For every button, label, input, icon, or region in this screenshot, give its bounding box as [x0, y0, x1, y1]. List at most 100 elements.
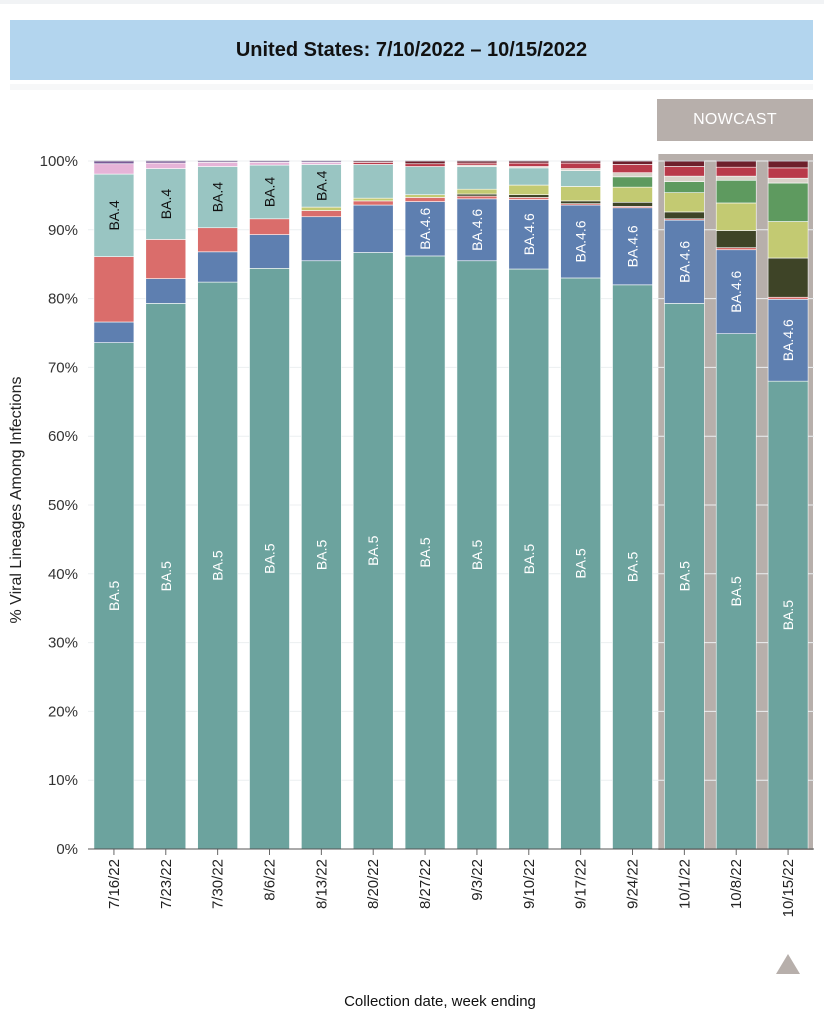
bar-segment — [197, 227, 238, 253]
bar-segment — [197, 162, 238, 167]
y-tick-label: 80% — [48, 291, 78, 308]
bar-segment — [456, 188, 498, 195]
x-tick-label: 8/27/22 — [417, 859, 434, 909]
y-tick-label: 60% — [48, 428, 78, 445]
bar-segment — [456, 193, 498, 197]
x-tick-label: 10/15/22 — [780, 859, 797, 917]
bar-segment — [612, 164, 653, 173]
segment-label: BA.4 — [313, 170, 329, 201]
scroll-up-button[interactable] — [774, 952, 802, 976]
bar-segment — [301, 162, 342, 165]
bar-segment — [352, 252, 394, 850]
bar-segment — [715, 175, 757, 181]
segment-label: BA.5 — [417, 537, 433, 568]
x-tick-label: 8/20/22 — [365, 859, 382, 909]
x-tick-label: 7/30/22 — [210, 859, 227, 909]
title-divider — [10, 84, 813, 90]
bar-segment — [664, 303, 705, 850]
segment-label: BA.4.6 — [573, 220, 589, 262]
bar-segment — [664, 181, 705, 193]
top-strip — [0, 0, 824, 4]
bar-segment — [715, 333, 757, 850]
bar-segment — [301, 210, 342, 218]
x-tick-label: 9/17/22 — [573, 859, 590, 909]
segment-label: BA.5 — [469, 539, 485, 570]
y-tick-label: 90% — [48, 222, 78, 239]
bar-segment — [715, 249, 757, 334]
bar-segment — [612, 186, 653, 203]
segment-label: BA.4.6 — [521, 213, 537, 255]
bar-segment — [404, 163, 446, 167]
bar-segment — [612, 160, 653, 165]
segment-label: BA.5 — [573, 548, 589, 579]
bar-segment — [560, 200, 601, 204]
bar-segment — [767, 221, 809, 259]
bar-segment — [404, 194, 446, 198]
bar-segment — [301, 260, 342, 850]
segment-label: BA.4 — [262, 177, 278, 208]
bar-segment — [197, 166, 238, 229]
x-tick-label: 8/13/22 — [313, 859, 330, 909]
segment-label: BA.5 — [780, 600, 796, 631]
bar-segment — [560, 168, 601, 171]
bar-segment — [560, 162, 601, 169]
bar-segment — [560, 186, 601, 202]
segment-label: BA.4.6 — [728, 270, 744, 312]
bar-segment — [93, 342, 135, 850]
bar-segment — [767, 182, 809, 222]
bar-segment — [145, 162, 187, 169]
x-tick-label: 9/10/22 — [521, 859, 538, 909]
x-tick-label: 8/6/22 — [262, 859, 279, 901]
y-tick-label: 20% — [48, 703, 78, 720]
bar-segment — [145, 278, 187, 304]
bar-segment — [508, 194, 550, 198]
segment-label: BA.4 — [210, 182, 226, 213]
bar-segment — [612, 284, 653, 850]
segment-label: BA.5 — [210, 550, 226, 581]
segment-label: BA.4.6 — [676, 241, 692, 283]
bar-segment — [664, 192, 705, 213]
bar-segment — [767, 167, 809, 179]
bar-segment — [456, 166, 498, 190]
bar-segment — [249, 164, 290, 220]
bar-segment — [301, 216, 342, 262]
bar-segment — [404, 201, 446, 257]
bar-segment — [612, 172, 653, 178]
bar-segment — [404, 166, 446, 196]
bar-segment — [352, 162, 394, 165]
bar-segment — [715, 166, 757, 177]
bar-segment — [612, 207, 653, 286]
bar-segment — [508, 199, 550, 270]
bar-segment — [352, 204, 394, 253]
bar-segment — [508, 184, 550, 196]
y-tick-label: 100% — [40, 153, 78, 170]
segment-label: BA.4.6 — [625, 225, 641, 267]
segment-label: BA.4 — [158, 189, 174, 220]
bar-segment — [249, 234, 290, 269]
bar-segment — [715, 202, 757, 231]
y-tick-label: 30% — [48, 635, 78, 652]
y-tick-label: 10% — [48, 772, 78, 789]
bar-segment — [664, 160, 705, 167]
x-axis-label: Collection date, week ending — [344, 993, 536, 1010]
segment-label: BA.5 — [676, 561, 692, 592]
segment-label: BA.5 — [313, 539, 329, 570]
bar-segment — [664, 211, 705, 220]
segment-label: BA.5 — [262, 543, 278, 574]
bar-segment — [508, 268, 550, 850]
bar-segment — [767, 160, 809, 169]
y-tick-label: 70% — [48, 359, 78, 376]
y-tick-label: 0% — [56, 841, 78, 858]
bar-segment — [715, 230, 757, 248]
segment-label: BA.5 — [521, 544, 537, 575]
bar-segment — [508, 162, 550, 167]
bar-segment — [301, 206, 342, 211]
segment-label: BA.4 — [106, 200, 122, 231]
bar-segment — [664, 175, 705, 182]
bar-segment — [767, 296, 809, 300]
bar-segment — [715, 160, 757, 168]
nowcast-label: NOWCAST — [657, 99, 813, 141]
bar-segment — [456, 162, 498, 166]
bar-segment — [560, 170, 601, 187]
segment-label: BA.5 — [158, 561, 174, 592]
